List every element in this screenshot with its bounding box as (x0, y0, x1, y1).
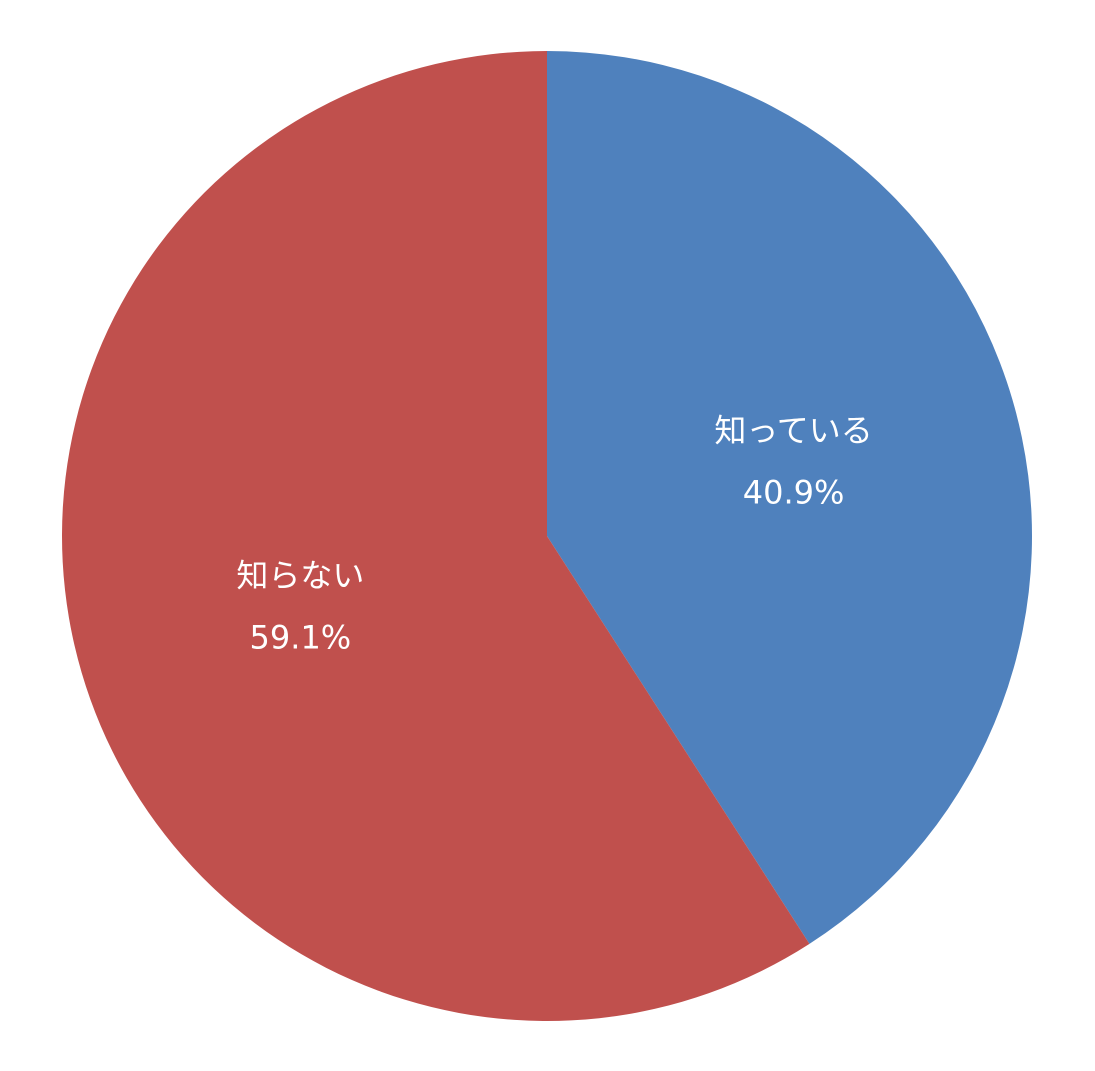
slice-label: 知っている (714, 412, 872, 450)
pie-slice (547, 51, 1032, 944)
slice-value-label: 59.1% (250, 618, 352, 656)
slice-label: 知らない (236, 556, 364, 594)
slice-value-label: 40.9% (743, 474, 845, 512)
pie-slice (62, 51, 810, 1021)
